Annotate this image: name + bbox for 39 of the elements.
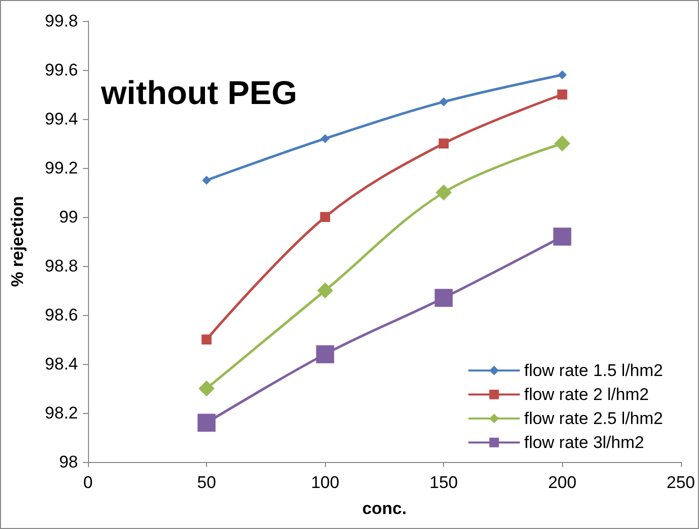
- y-tick-label: 99.6: [44, 60, 78, 80]
- legend-label: flow rate 1.5 l/hm2: [524, 361, 664, 380]
- point: [558, 70, 567, 80]
- y-tick-label: 99.4: [44, 110, 78, 128]
- point: [317, 282, 334, 298]
- point: [202, 176, 212, 185]
- point: [316, 345, 334, 364]
- y-tick-label: 98: [59, 452, 78, 472]
- y-tick-label: 98.6: [44, 306, 78, 324]
- x-tick-label: 0: [83, 473, 93, 492]
- x-tick-label: 250: [666, 473, 696, 492]
- text: without PEG: [100, 74, 298, 111]
- point: [434, 288, 453, 307]
- point: [557, 90, 568, 100]
- legend-label: flow rate 2 l/hm2: [524, 385, 649, 404]
- point: [436, 184, 452, 200]
- y-tick-label: 98.4: [44, 354, 78, 374]
- point: [554, 136, 570, 152]
- x-tick-label: 50: [197, 473, 216, 492]
- x-axis-title: conc.: [362, 499, 407, 518]
- y-tick-label: 99: [59, 208, 78, 226]
- y-tick-label: 98.8: [44, 256, 78, 276]
- x-tick-label: 150: [430, 473, 458, 492]
- legend-label: flow rate 2.5 l/hm2: [524, 409, 664, 428]
- point: [320, 212, 330, 222]
- y-tick-label: 99.2: [44, 158, 78, 178]
- point: [320, 134, 330, 144]
- y-tick-label: 98.2: [44, 404, 78, 422]
- point: [202, 334, 212, 344]
- point: [439, 97, 448, 106]
- point: [198, 414, 216, 432]
- point: [198, 380, 215, 396]
- point: [438, 138, 449, 148]
- point: [553, 228, 572, 246]
- y-tick-label: 99.8: [44, 12, 78, 30]
- legend-label: flow rate 3l/hm2: [524, 433, 644, 452]
- x-tick-label: 100: [310, 473, 340, 492]
- x-tick-label: 200: [548, 473, 576, 492]
- y-axis-title: % rejection: [8, 196, 27, 287]
